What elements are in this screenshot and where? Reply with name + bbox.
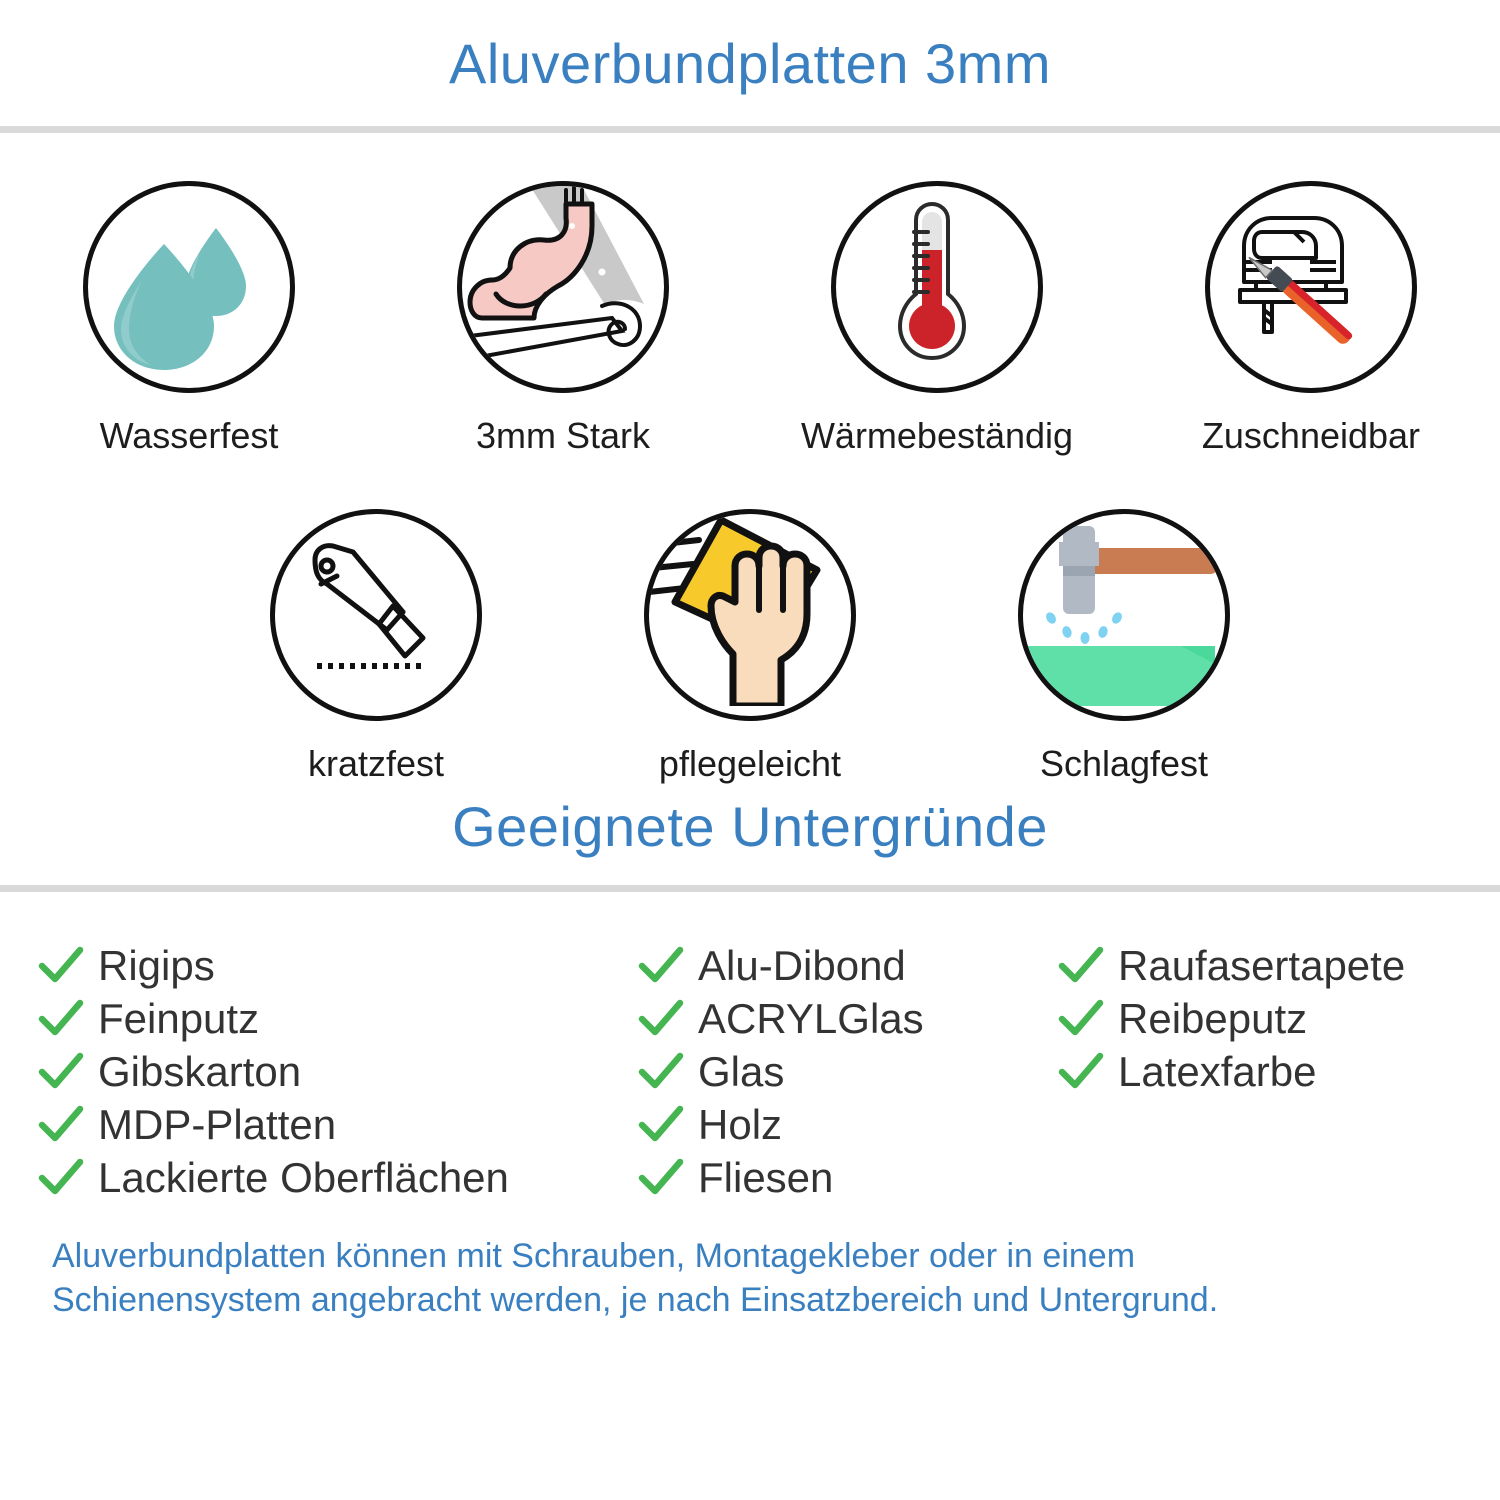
feature-row-1: Wasserfest: [0, 181, 1500, 457]
list-item-label: Rigips: [98, 942, 215, 989]
hammer-impact-icon: [1018, 509, 1230, 721]
check-icon: [38, 999, 84, 1039]
check-icon: [638, 999, 684, 1039]
list-item: Feinputz: [38, 993, 638, 1045]
check-icon: [38, 946, 84, 986]
list-item: MDP-Platten: [38, 1099, 638, 1151]
check-icon: [638, 1105, 684, 1145]
check-icon: [1058, 946, 1104, 986]
feature-wasserfest: Wasserfest: [59, 181, 319, 457]
jigsaw-and-cutter-icon: [1205, 181, 1417, 393]
list-item-label: Fliesen: [698, 1154, 834, 1201]
list-item-label: Gibskarton: [98, 1048, 302, 1095]
check-icon: [638, 1158, 684, 1198]
check-icon: [38, 1052, 84, 1092]
checklist-column-2: Alu-Dibond ACRYLGlas Glas Holz: [638, 940, 1058, 1205]
hand-with-cloth-icon: [644, 509, 856, 721]
list-item: Fliesen: [638, 1152, 1058, 1204]
check-icon: [1058, 999, 1104, 1039]
footer-note: Aluverbundplatten können mit Schrauben, …: [0, 1205, 1500, 1322]
check-icon: [1058, 1052, 1104, 1092]
water-drops-icon: [83, 181, 295, 393]
feature-label: pflegeleicht: [658, 743, 842, 784]
substrates-title: Geeignete Untergründe: [452, 795, 1048, 858]
check-icon: [38, 1105, 84, 1145]
divider-middle: [0, 885, 1500, 892]
checklist-column-3: Raufasertapete Reibeputz Latexfarbe: [1058, 940, 1498, 1205]
feature-zuschneidbar: Zuschneidbar: [1181, 181, 1441, 457]
thermometer-icon: [831, 181, 1043, 393]
list-item: Gibskarton: [38, 1046, 638, 1098]
list-item: Reibeputz: [1058, 993, 1498, 1045]
list-item: ACRYLGlas: [638, 993, 1058, 1045]
page-title: Aluverbundplatten 3mm: [449, 32, 1051, 95]
list-item-label: Glas: [698, 1048, 785, 1095]
feature-label: 3mm Stark: [475, 415, 651, 456]
feature-label: kratzfest: [307, 743, 445, 784]
feature-label: Zuschneidbar: [1201, 415, 1421, 456]
feature-schlagfest: Schlagfest: [994, 509, 1254, 785]
feature-waermebestaendig: Wärmebeständig: [801, 181, 1073, 457]
check-icon: [38, 1158, 84, 1198]
feature-label: Wärmebeständig: [800, 415, 1074, 456]
footer-line-1: Aluverbundplatten können mit Schrauben, …: [52, 1237, 1136, 1275]
list-item: Latexfarbe: [1058, 1046, 1498, 1098]
title-block: Aluverbundplatten 3mm: [0, 0, 1500, 126]
feature-label: Wasserfest: [99, 415, 279, 456]
list-item-label: Lackierte Oberflächen: [98, 1154, 509, 1201]
list-item-label: Alu-Dibond: [698, 942, 906, 989]
list-item-label: Reibeputz: [1118, 995, 1308, 1042]
subtitle-block: Geeignete Untergründe: [0, 785, 1500, 885]
list-item: Glas: [638, 1046, 1058, 1098]
feature-label: Schlagfest: [1039, 743, 1209, 784]
divider-top: [0, 126, 1500, 133]
list-item-label: ACRYLGlas: [698, 995, 924, 1042]
flexed-bicep-icon: [457, 181, 669, 393]
list-item: Lackierte Oberflächen: [38, 1152, 638, 1204]
list-item-label: Feinputz: [98, 995, 260, 1042]
utility-knife-icon: [270, 509, 482, 721]
list-item-label: Latexfarbe: [1118, 1048, 1317, 1095]
checklist-column-1: Rigips Feinputz Gibskarton MDP-Platten: [38, 940, 638, 1205]
feature-3mm-stark: 3mm Stark: [433, 181, 693, 457]
list-item-label: Holz: [698, 1101, 783, 1148]
footer-line-2: Schienensystem angebracht werden, je nac…: [52, 1280, 1219, 1319]
check-icon: [638, 1052, 684, 1092]
list-item: Alu-Dibond: [638, 940, 1058, 992]
list-item: Holz: [638, 1099, 1058, 1151]
list-item: Raufasertapete: [1058, 940, 1498, 992]
feature-kratzfest: kratzfest: [246, 509, 506, 785]
check-icon: [638, 946, 684, 986]
feature-pflegeleicht: pflegeleicht: [620, 509, 880, 785]
list-item-label: Raufasertapete: [1118, 942, 1406, 989]
list-item: Rigips: [38, 940, 638, 992]
list-item-label: MDP-Platten: [98, 1101, 337, 1148]
substrate-checklist: Rigips Feinputz Gibskarton MDP-Platten: [0, 892, 1500, 1205]
feature-row-2: kratzfest: [0, 509, 1500, 785]
